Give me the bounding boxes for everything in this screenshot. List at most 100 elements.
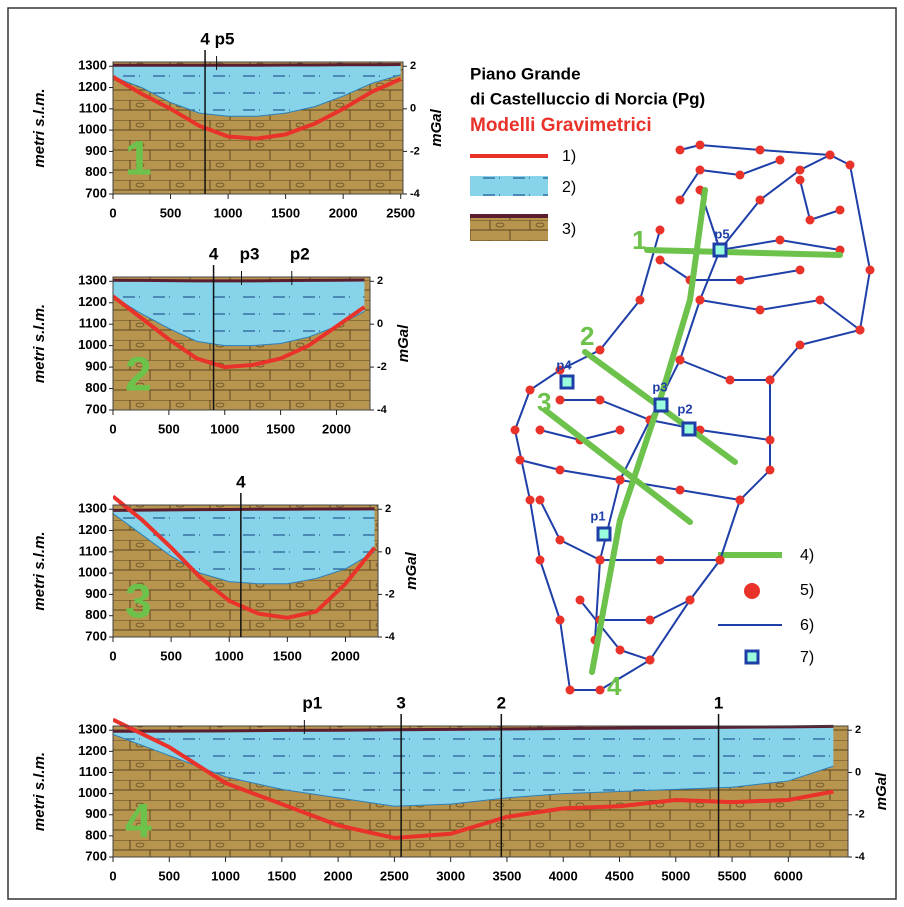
map-station [735, 495, 745, 505]
map-station [865, 265, 875, 275]
x-tick-label: 2000 [324, 868, 353, 883]
map-station [510, 425, 520, 435]
y-tick-label: 1100 [79, 100, 107, 115]
x-tick-label: 1000 [214, 205, 243, 220]
legend-label: 5) [800, 582, 814, 599]
map-station [635, 295, 645, 305]
y-tick-label: 1000 [78, 565, 107, 580]
header: Modelli Gravimetrici [470, 115, 652, 136]
legend-label: 1) [562, 148, 576, 165]
y2-tick-label: 2 [377, 275, 383, 287]
y-tick-label: 1300 [78, 722, 107, 737]
gravity-line [113, 75, 402, 141]
x-tick-label: 4500 [605, 868, 634, 883]
y2-tick-label: -2 [410, 145, 420, 157]
y-tick-label: 700 [85, 185, 107, 200]
map-station [765, 435, 775, 445]
legend-label: 4) [800, 547, 814, 564]
map-road [649, 419, 771, 441]
map-station [615, 645, 625, 655]
y-tick-label: 1000 [78, 337, 107, 352]
map-point-label: p4 [556, 357, 572, 372]
map-road [719, 154, 831, 251]
x-tick-label: 2500 [386, 205, 415, 220]
x-tick-label: 0 [109, 205, 116, 220]
y2-tick-label: 0 [855, 766, 861, 778]
legend-label: 6) [800, 617, 814, 634]
map-station [645, 655, 655, 665]
map-road [799, 179, 841, 222]
map-station [805, 215, 815, 225]
sediment-fill [113, 726, 834, 807]
map-station [615, 475, 625, 485]
sediment-fill [113, 280, 365, 346]
x-tick-label: 1000 [210, 421, 239, 436]
map-station [675, 195, 685, 205]
profile-panel: 0 500 1000 1500 2000 700 800 900 1000 1100 1200 130… [31, 472, 420, 663]
map-station [655, 225, 665, 235]
y-tick-label: 900 [85, 586, 107, 601]
x-tick-label: 1500 [271, 205, 300, 220]
map-station [595, 555, 605, 565]
surface-line [113, 278, 365, 283]
y-tick-label: 1200 [78, 522, 107, 537]
profile-number: 2 [125, 349, 152, 402]
surface-line [113, 63, 401, 67]
x-tick-label: 5500 [718, 868, 747, 883]
map-point [681, 421, 697, 437]
profile-marker-label: p2 [290, 244, 310, 263]
map-station [655, 255, 665, 265]
map-road [600, 599, 691, 621]
x-tick-label: 500 [160, 205, 182, 220]
y-tick-label: 800 [85, 607, 107, 622]
y-axis-label: metri s.l.m. [31, 88, 48, 167]
x-tick-label: 3500 [492, 868, 521, 883]
profile-panel: 0 500 1000 1500 2000 2500 3000 3500 4000 4500 5000… [31, 693, 890, 883]
map-station [695, 295, 705, 305]
map-profile [542, 407, 693, 525]
y2-tick-label: -2 [855, 809, 865, 821]
profile-marker-label: 2 [497, 693, 506, 712]
map-profile-label: 1 [632, 225, 646, 255]
gravity-line [113, 494, 377, 620]
x-tick-label: 1000 [215, 648, 244, 663]
x-tick-label: 0 [109, 648, 116, 663]
x-tick-label: 3000 [436, 868, 465, 883]
plot-frame [112, 504, 379, 638]
y2-tick-label: 0 [377, 318, 383, 330]
sediment-fill [113, 64, 401, 117]
map-profile-label: 3 [537, 387, 551, 417]
y-tick-label: 1300 [78, 273, 107, 288]
profile-marker-label: 3 [396, 693, 405, 712]
map-point [596, 526, 612, 542]
map-station [765, 375, 775, 385]
map-point [559, 374, 575, 390]
map-station [655, 555, 665, 565]
map-station [555, 465, 565, 475]
y2-tick-label: -2 [385, 588, 395, 600]
x-tick-label: 500 [158, 421, 180, 436]
basement-line [113, 295, 365, 347]
y-tick-label: 800 [85, 827, 107, 842]
surface-line [113, 507, 375, 512]
map-station [675, 485, 685, 495]
y-tick-label: 1000 [78, 122, 107, 137]
profile-number: 3 [125, 576, 152, 629]
map-station [795, 265, 805, 275]
y-tick-label: 900 [85, 143, 107, 158]
y2-tick-label: -2 [377, 361, 387, 373]
map-station [615, 425, 625, 435]
map-point-label: p3 [652, 379, 667, 394]
map-station [715, 555, 725, 565]
y2-tick-label: -4 [385, 631, 396, 643]
legend-label: 2) [562, 179, 576, 196]
basement-line [113, 513, 375, 585]
profile-marker-label: p5 [215, 29, 235, 48]
map-station [525, 385, 535, 395]
x-tick-label: 1000 [211, 868, 240, 883]
map-station [725, 375, 735, 385]
profile-marker-label: p1 [302, 693, 322, 712]
map-station [775, 155, 785, 165]
map-station [535, 555, 545, 565]
header: di Castelluccio di Norcia (Pg) [470, 89, 705, 108]
